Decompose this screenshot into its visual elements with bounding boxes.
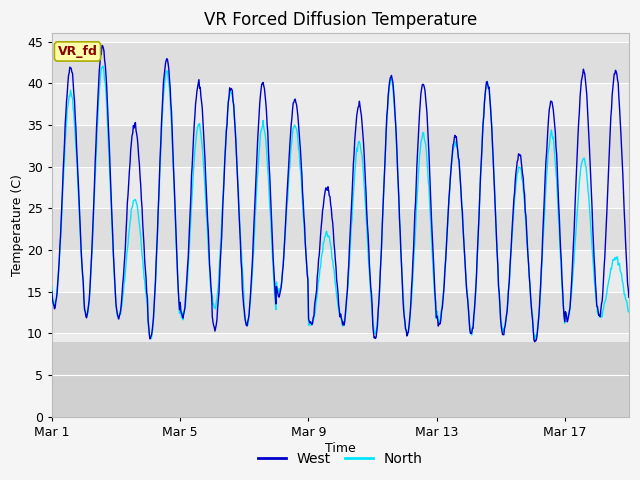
North — [289, 125, 297, 131]
North — [184, 264, 192, 270]
X-axis label: Time: Time — [325, 442, 356, 455]
North — [531, 336, 538, 342]
West — [625, 294, 633, 300]
Bar — [52, 292, 629, 334]
North — [259, 123, 266, 129]
West — [184, 255, 192, 261]
Text: VR_fd: VR_fd — [58, 45, 97, 58]
Bar — [52, 250, 629, 292]
Legend: West, North: West, North — [252, 446, 428, 471]
Bar — [52, 167, 629, 208]
West — [48, 288, 56, 294]
West — [98, 43, 106, 48]
West — [515, 151, 522, 156]
West — [68, 70, 76, 76]
Bar — [52, 334, 629, 375]
Line: West: West — [52, 46, 629, 342]
West — [376, 289, 383, 295]
North — [376, 288, 383, 293]
Bar — [52, 42, 629, 84]
Bar — [52, 84, 629, 125]
North — [99, 63, 106, 69]
North — [48, 284, 56, 290]
West — [289, 100, 297, 106]
West — [259, 81, 266, 87]
Bar — [52, 342, 629, 417]
North — [68, 96, 76, 101]
Bar — [52, 208, 629, 250]
Y-axis label: Temperature (C): Temperature (C) — [11, 174, 24, 276]
West — [531, 339, 538, 345]
Bar — [52, 125, 629, 167]
North — [515, 164, 522, 170]
Line: North: North — [52, 66, 629, 339]
Title: VR Forced Diffusion Temperature: VR Forced Diffusion Temperature — [204, 11, 477, 29]
North — [625, 309, 633, 315]
Bar — [52, 375, 629, 417]
